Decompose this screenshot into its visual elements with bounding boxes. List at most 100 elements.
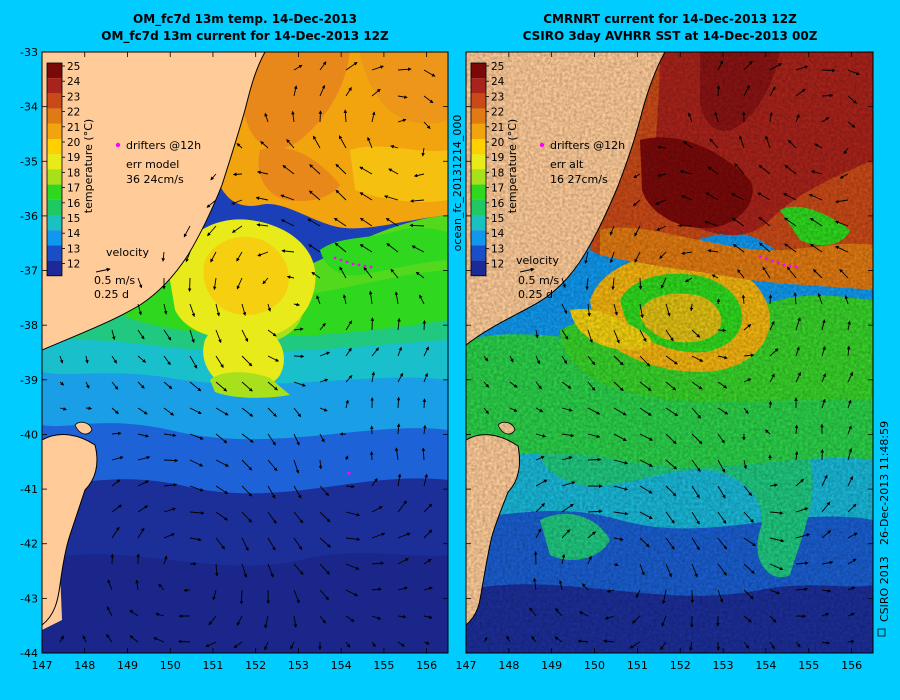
current-vector xyxy=(768,294,773,305)
current-vector xyxy=(397,95,408,99)
current-vector xyxy=(691,433,703,445)
current-vector xyxy=(483,381,490,388)
current-vector xyxy=(163,483,178,487)
drifter-marker-icon xyxy=(539,142,545,148)
current-vector xyxy=(421,447,426,461)
current-vector xyxy=(714,111,719,123)
drifter-marker-icon xyxy=(115,142,121,148)
current-vector xyxy=(397,473,402,487)
lon-tick-label: 155 xyxy=(798,659,819,672)
current-vector xyxy=(319,485,330,497)
current-vector xyxy=(363,266,373,279)
current-vector xyxy=(604,615,615,620)
current-vector xyxy=(656,225,667,231)
left-velocity-vectors xyxy=(59,61,436,651)
current-vector xyxy=(743,84,750,97)
current-vector xyxy=(784,217,797,227)
current-vector xyxy=(137,277,143,289)
current-vector xyxy=(345,320,353,331)
current-vector xyxy=(233,641,243,649)
colorbar-tick-label: 13 xyxy=(67,243,80,255)
current-vector xyxy=(558,579,563,591)
current-vector xyxy=(611,277,615,291)
current-vector xyxy=(743,485,752,497)
colorbar-swatch xyxy=(47,215,62,231)
current-vector xyxy=(163,407,175,416)
current-vector xyxy=(632,199,641,207)
current-vector xyxy=(396,423,401,435)
current-vector xyxy=(758,242,771,253)
current-vector xyxy=(613,459,629,465)
current-vector xyxy=(189,303,196,318)
current-vector xyxy=(529,607,537,617)
current-vector xyxy=(163,507,176,513)
current-vector xyxy=(835,220,849,227)
current-vector xyxy=(293,485,302,499)
colorbar-tick-label: 19 xyxy=(491,152,504,164)
colorbar-tick-label: 22 xyxy=(67,107,80,119)
current-vector xyxy=(847,371,854,383)
current-vector xyxy=(795,561,809,565)
current-vector xyxy=(635,589,641,599)
lat-tick-label: -33 xyxy=(20,46,38,59)
current-vector xyxy=(293,563,304,576)
current-vector xyxy=(743,589,754,600)
current-vector xyxy=(768,400,773,409)
current-vector xyxy=(709,138,719,149)
current-vector xyxy=(587,303,591,317)
current-vector xyxy=(215,459,229,467)
current-vector xyxy=(795,478,805,487)
current-vector xyxy=(587,355,596,366)
colorbar-swatch xyxy=(471,245,486,261)
lon-tick-label: 154 xyxy=(331,659,352,672)
current-vector xyxy=(577,639,589,644)
current-vector xyxy=(535,456,545,461)
current-vector xyxy=(743,459,748,470)
current-vector xyxy=(215,511,228,521)
current-vector xyxy=(731,193,745,201)
current-vector xyxy=(655,199,667,205)
current-vector xyxy=(106,606,113,617)
lat-tick-label: -34 xyxy=(20,101,38,114)
right-drifters-label: drifters @12h xyxy=(550,139,625,152)
velocity-scale-arrow-icon xyxy=(519,267,535,273)
current-vector xyxy=(683,141,693,149)
left-drifter-track xyxy=(333,256,373,475)
current-vector xyxy=(189,329,195,344)
current-vector xyxy=(163,433,177,438)
current-vector xyxy=(793,292,798,305)
current-vector xyxy=(286,139,295,149)
lat-tick-label: -38 xyxy=(20,319,38,332)
current-vector xyxy=(371,65,384,71)
current-vector xyxy=(231,199,243,205)
current-vector xyxy=(765,429,771,435)
current-vector xyxy=(371,478,378,487)
current-vector xyxy=(794,450,799,461)
current-vector xyxy=(847,558,857,565)
current-vector xyxy=(717,485,726,499)
current-vector xyxy=(535,479,548,487)
current-vector xyxy=(333,217,347,227)
current-vector xyxy=(282,165,295,175)
current-vector xyxy=(215,303,221,317)
lon-tick-label: 147 xyxy=(456,659,477,672)
current-vector xyxy=(111,456,124,461)
current-vector xyxy=(111,526,120,539)
current-vector xyxy=(665,329,674,342)
lon-tick-label: 152 xyxy=(245,659,266,672)
current-vector xyxy=(795,346,800,357)
current-vector xyxy=(205,641,217,648)
current-vector xyxy=(410,199,425,203)
current-vector xyxy=(717,563,727,576)
current-vector xyxy=(758,216,771,227)
colorbar-swatch xyxy=(471,199,486,215)
current-vector xyxy=(207,225,217,237)
left-velocity-time: 0.25 d xyxy=(94,288,129,301)
current-vector xyxy=(307,218,321,227)
current-vector xyxy=(821,68,836,73)
colorbar-swatch xyxy=(47,78,62,94)
current-vector xyxy=(153,637,165,643)
current-vector xyxy=(241,511,253,523)
colorbar-swatch xyxy=(47,63,62,79)
current-vector xyxy=(189,355,198,369)
